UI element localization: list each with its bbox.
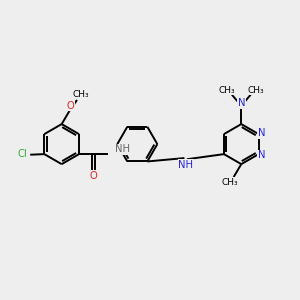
Text: Cl: Cl [18, 149, 28, 159]
Text: CH₃: CH₃ [221, 178, 238, 187]
Text: N: N [238, 98, 245, 109]
Text: CH₃: CH₃ [72, 90, 89, 99]
Text: NH: NH [115, 144, 130, 154]
Text: CH₃: CH₃ [248, 86, 264, 95]
Text: NH: NH [178, 160, 193, 170]
Text: CH₃: CH₃ [218, 86, 235, 95]
Text: O: O [90, 171, 98, 181]
Text: N: N [257, 128, 265, 138]
Text: O: O [67, 100, 74, 110]
Text: N: N [257, 150, 265, 160]
